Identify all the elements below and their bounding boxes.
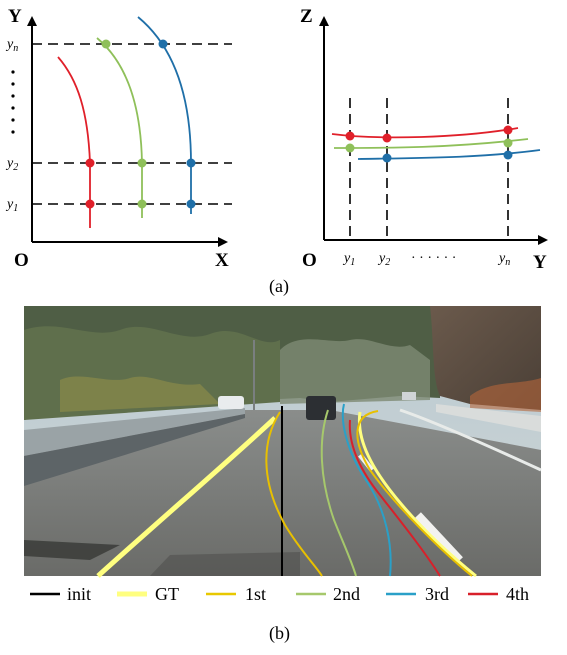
second-lane [320,409,357,577]
left-green-point-y2 [137,158,147,168]
right-green-curve [333,138,529,149]
left-red-curve [57,56,91,228]
left-blue-curve [137,16,192,214]
legend-label-3rd: 3rd [425,584,449,604]
third-lane [341,403,392,577]
fourth-lane [348,419,441,577]
legend: init GT 1st 2nd 3rd 4th [30,584,529,604]
left-x-axis-label: X [215,250,229,271]
right-ellipsis: · · · · · · [411,251,456,266]
left-tick-y2: y2 [5,156,18,173]
panel-b-figure: init GT 1st 2nd 3rd 4th (b) [24,306,542,644]
left-tick-yn: yn [5,37,18,54]
left-green-curve [96,37,143,218]
right-tick-y2: y2 [377,251,390,268]
right-origin-label: O [302,250,317,271]
panel-a: Y X O yn y2 y1 [0,0,567,300]
right-tick-yn: yn [497,251,510,268]
legend-label-2nd: 2nd [333,584,360,604]
left-red-point-y1 [85,199,95,209]
right-green-point-yn [503,138,513,148]
right-red-point-y2 [382,133,392,143]
left-blue-point-yn [158,39,168,49]
left-red-point-y2 [85,158,95,168]
right-green-point-y1 [345,143,355,153]
left-green-point-yn [101,39,111,49]
gt-lane-left [96,416,277,578]
left-y-axis-label: Y [8,6,22,27]
left-blue-point-y1 [186,199,196,209]
legend-label-1st: 1st [245,584,266,604]
left-ellipsis-dots [11,70,15,134]
right-blue-curve [357,149,541,160]
right-red-curve [331,127,519,139]
left-plot: Y X O yn y2 y1 [5,6,232,271]
legend-label-4th: 4th [506,584,529,604]
right-blue-point-y2 [382,153,392,163]
first-lane-left [265,411,323,577]
legend-label-init: init [67,584,91,604]
right-plot: Z Y O y1 y2 yn · · · · · · [300,6,548,273]
first-lane-right [356,410,473,577]
gt-lane-right [357,411,477,578]
left-origin-label: O [14,250,29,271]
right-tick-y1: y1 [342,251,355,268]
right-z-axis-label: Z [300,6,313,27]
right-y-axis-label: Y [533,252,547,273]
panel-b: init GT 1st 2nd 3rd 4th (b) [0,300,567,650]
right-red-point-y1 [345,131,355,141]
panel-b-caption: (b) [269,623,290,644]
left-green-point-y1 [137,199,147,209]
right-red-point-yn [503,125,513,135]
left-tick-y1: y1 [5,197,18,214]
lane-predictions [96,403,477,578]
legend-label-gt: GT [155,584,179,604]
left-blue-point-y2 [186,158,196,168]
panel-a-figure: Y X O yn y2 y1 [5,6,548,297]
right-blue-point-yn [503,150,513,160]
panel-a-caption: (a) [269,276,289,297]
